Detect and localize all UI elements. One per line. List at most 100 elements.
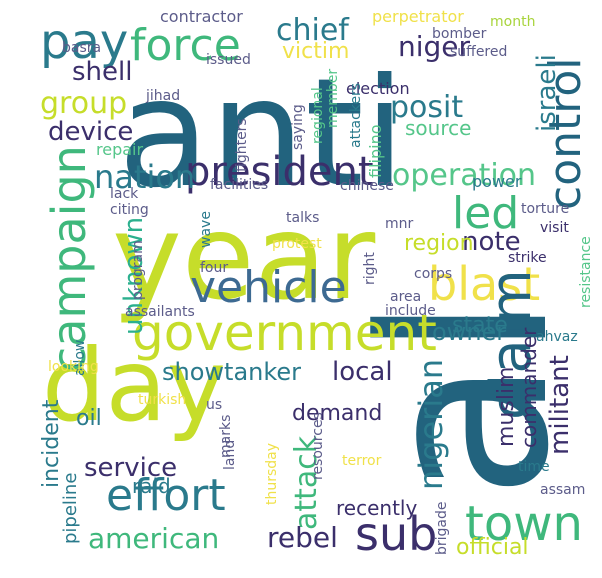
word-anti: anti [118,47,405,221]
word-oil: oil [76,406,102,431]
word-perpetrator: perpetrator [372,7,464,26]
word-nation: nation [94,158,195,196]
word-filipino: filipino [366,125,385,179]
word-incident: incident [39,399,64,488]
word-visit: visit [540,220,569,236]
word-assam: assam [540,482,585,498]
word-basra: basra [62,40,101,56]
word-commander: commander [517,327,541,448]
word-year: year [112,188,376,326]
word-demand: demand [292,401,382,426]
word-right: right [362,252,378,285]
word-group: group [40,86,127,121]
word-time: time [518,459,550,475]
word-fighters: fighters [234,118,250,172]
word-area: area [390,289,421,305]
word-region: region [404,231,474,256]
word-device: device [48,117,133,147]
word-resistance: resistance [578,236,594,308]
word-president: president [185,149,374,195]
word-owner: owner [432,318,506,346]
word-mnr: mnr [385,216,414,232]
word-regional: regional [310,87,326,144]
word-pay: pay [40,14,128,70]
word-election: election [346,79,410,98]
word-posit: posit [390,90,463,125]
word-shell: shell [72,57,132,87]
word-official: official [456,535,529,560]
word-strike: strike [508,250,547,266]
word-assailants: assailants [125,304,195,320]
word-al: al [333,295,600,500]
word-thursday: thursday [264,443,280,505]
word-state: state [452,313,508,338]
word-bomber: bomber [432,26,487,42]
word-resources: resources [310,412,326,480]
word-note: note [462,227,521,257]
word-turkish: turkish [138,392,186,408]
word-claim: claim [479,269,544,420]
word-campaign: campaign [42,145,96,372]
word-facilities: facilities [210,177,268,193]
word-force: force [130,20,241,71]
word-power: power [472,172,522,191]
word-chief: chief [276,13,350,48]
word-wave: wave [198,211,214,248]
word-recently: recently [336,496,417,520]
word-us: us [206,397,222,413]
word-service: service [84,453,177,483]
word-four: four [200,260,228,276]
word-suffered: suffered [450,44,507,60]
word-showtanker: showtanker [162,358,301,386]
word-source: source [405,116,471,140]
word-pipeline: pipeline [60,473,81,544]
word-protest: protest [272,236,322,252]
word-citing: citing [110,202,149,218]
word-attackers: attackers [348,83,364,148]
word-nigerian: nigerian [412,359,450,490]
word-ahvaz: ahvaz [536,329,578,345]
word-militant: militant [545,355,575,455]
word-effort: effort [106,470,226,521]
word-attack: attack [289,435,324,530]
word-muslim: muslim [494,367,519,448]
word-marks: marks [218,415,234,458]
word-allow: allow [72,340,88,376]
word-led: led [452,188,519,239]
word-contractor: contractor [160,7,243,26]
word-jihad: jihad [145,88,180,104]
word-government: government [132,304,437,362]
word-member: member [325,69,341,128]
word-operation: operation [392,158,536,193]
word-torture: torture [521,201,569,217]
word-include: include [385,303,436,319]
word-control: control [540,57,591,210]
word-unknown: unknown [119,217,149,335]
word-sub: sub [355,507,437,561]
word-looking: looking [48,359,99,375]
word-talks: talks [286,210,319,226]
word-terror: terror [342,453,382,469]
word-victim: victim [282,39,349,64]
word-rebel: rebel [267,521,338,554]
word-month: month [490,14,535,30]
word-land: land [222,440,238,470]
word-raid: raid [132,474,171,498]
word-vehicle: vehicle [190,262,347,313]
word-day: day [42,327,226,444]
word-brigade: brigade [434,502,450,556]
word-american: american [88,522,219,555]
word-local: local [332,357,393,387]
word-israeli: israeli [532,54,562,132]
word-issued: issued [206,52,251,68]
word-saying: saying [290,104,306,150]
word-repair: repair [96,140,143,159]
word-niger: niger [398,30,471,63]
word-chinese: chinese [340,178,394,194]
word-corps: corps [414,266,452,282]
word-lack: lack [110,186,139,202]
word-blast: blast [428,257,540,311]
word-town: town [465,496,583,552]
word-program: program [130,240,146,300]
